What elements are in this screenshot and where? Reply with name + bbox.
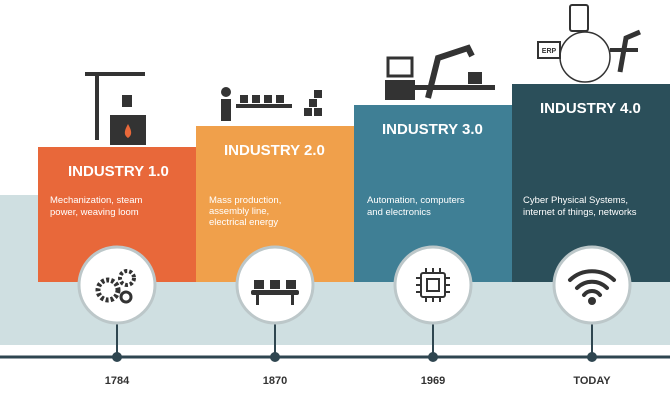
network-icon: ERP (537, 4, 641, 83)
stage-description: and electronics (367, 207, 431, 218)
conveyor-icon (251, 280, 299, 305)
wifi-icon (568, 269, 616, 305)
factory-worker-icon (221, 87, 322, 121)
icon-label: ERP (542, 48, 557, 55)
stage-description: Mechanization, steam (50, 195, 142, 206)
stage-description: electrical energy (209, 217, 278, 228)
stage-description: Automation, computers (367, 195, 465, 206)
stage-title: INDUSTRY 3.0 (382, 121, 483, 138)
year-label: TODAY (573, 375, 611, 387)
year-label: 1784 (105, 375, 130, 387)
chip-icon (416, 268, 450, 302)
stage-description: assembly line, (209, 206, 269, 217)
stage-description: Mass production, (209, 195, 281, 206)
steam-engine-icon (85, 72, 146, 145)
timeline-dot (112, 352, 597, 362)
stage-title: INDUSTRY 4.0 (540, 100, 641, 117)
gears-icon (95, 269, 136, 304)
milestone (116, 320, 593, 357)
year-label: 1870 (263, 375, 287, 387)
stage-title: INDUSTRY 2.0 (224, 142, 325, 159)
stage-description: internet of things, networks (523, 207, 637, 218)
year-label: 1969 (421, 375, 445, 387)
stage-title: INDUSTRY 1.0 (68, 163, 169, 180)
robot-arm-icon (385, 44, 495, 100)
stage-description: power, weaving loom (50, 207, 139, 218)
stage-description: Cyber Physical Systems, (523, 195, 628, 206)
